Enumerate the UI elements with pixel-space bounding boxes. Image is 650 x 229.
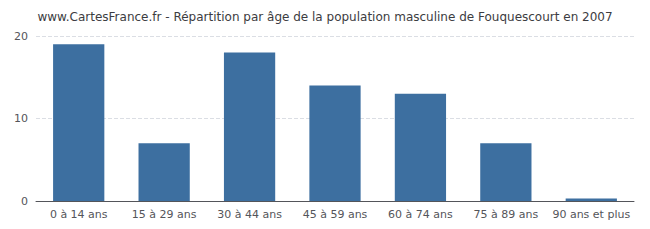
svg-text:60 à 74 ans: 60 à 74 ans xyxy=(388,208,453,221)
svg-text:0 à 14 ans: 0 à 14 ans xyxy=(50,208,108,221)
svg-text:10: 10 xyxy=(14,112,28,125)
svg-text:www.CartesFrance.fr - Répartit: www.CartesFrance.fr - Répartition par âg… xyxy=(37,10,612,24)
svg-text:45 à 59 ans: 45 à 59 ans xyxy=(303,208,368,221)
svg-text:75 à 89 ans: 75 à 89 ans xyxy=(474,208,539,221)
svg-text:0: 0 xyxy=(21,195,28,208)
svg-text:90 ans et plus: 90 ans et plus xyxy=(552,208,630,221)
svg-text:30 à 44 ans: 30 à 44 ans xyxy=(217,208,282,221)
svg-text:15 à 29 ans: 15 à 29 ans xyxy=(132,208,197,221)
svg-text:20: 20 xyxy=(14,30,28,43)
